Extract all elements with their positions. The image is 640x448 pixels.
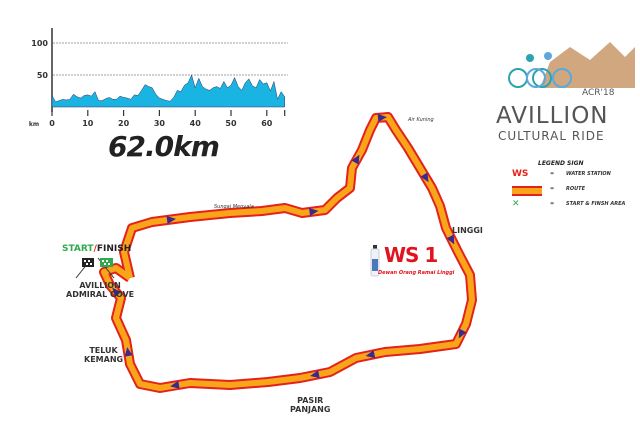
label: ADMIRAL COVE — [66, 290, 135, 299]
x-tick-label: 0 — [49, 119, 55, 128]
legend-label-water-station: WATER STATION — [566, 171, 611, 177]
label: AVILLION — [79, 281, 121, 290]
y-tick-label: 50 — [37, 71, 49, 80]
label: KEMANG — [84, 355, 124, 364]
start-location: AVILLION ADMIRAL COVE — [66, 281, 134, 299]
place-teluk-kemang: TELUK KEMANG — [84, 346, 123, 364]
legend-label-route: ROUTE — [566, 186, 585, 192]
logo-line1: AVILLION — [496, 103, 609, 129]
finish-text: FINISH — [96, 244, 132, 254]
route-arrow — [166, 216, 176, 224]
x-tick-label: 10 — [82, 119, 94, 128]
route-arrow — [458, 328, 467, 339]
x-tick-label: 20 — [118, 119, 130, 128]
route-arrow — [112, 287, 122, 298]
legend-label-start-finish: START & FINSH AREA — [566, 201, 626, 207]
label: PASIR — [297, 396, 324, 405]
label: TELUK — [89, 346, 118, 355]
elevation-profile-chart: 50 100 0 10 20 30 40 50 60 km — [29, 28, 288, 128]
x-tick-label: 50 — [225, 119, 237, 128]
logo-line2: CULTURAL RIDE — [498, 129, 605, 143]
legend-sep: = — [550, 201, 555, 207]
route-arrow — [446, 234, 455, 245]
place-sungai-menyala: Sungai Menyala — [214, 204, 254, 210]
water-station-label: WS 1 — [384, 243, 438, 267]
place-pasir-panjang: PASIR PANJANG — [290, 396, 330, 414]
route-arrow — [420, 172, 429, 183]
x-tick-label: 30 — [154, 119, 166, 128]
logo-edition: ACR'18 — [582, 88, 615, 98]
x-tick-label: 40 — [190, 119, 202, 128]
legend-sep: = — [550, 171, 555, 177]
checkered-flags-icon — [75, 257, 115, 279]
place-linggi: LINGGI — [452, 226, 483, 235]
separator: / — [93, 244, 97, 254]
total-distance: 62.0km — [108, 130, 220, 163]
start-text: START — [62, 244, 94, 254]
x-unit-label: km — [29, 121, 39, 128]
route-arrow — [351, 154, 360, 165]
start-finish-label: START/FINISH — [62, 244, 131, 254]
route-arrow — [365, 350, 376, 359]
x-tick-label: 60 — [261, 119, 273, 128]
legend-flags-icon: ✕ — [512, 199, 520, 209]
route-arrow — [309, 208, 319, 216]
route-arrow — [124, 347, 133, 357]
route-arrow — [377, 113, 387, 122]
y-tick-label: 100 — [31, 39, 48, 48]
legend-title: LEGEND SIGN — [538, 160, 584, 167]
legend-ws-symbol: WS — [512, 169, 529, 179]
logo-graphic — [508, 42, 635, 88]
water-station-location: Dewan Orang Ramai Linggi — [378, 270, 455, 276]
route-arrow — [170, 380, 180, 389]
label: PANJANG — [290, 405, 331, 414]
route-arrow — [310, 370, 320, 379]
legend-route-symbol — [512, 186, 542, 196]
legend-sep: = — [550, 186, 555, 192]
water-bottle-icon — [370, 245, 380, 277]
elevation-area — [51, 74, 285, 108]
place-air-kuning: Air Kuning — [408, 117, 434, 123]
